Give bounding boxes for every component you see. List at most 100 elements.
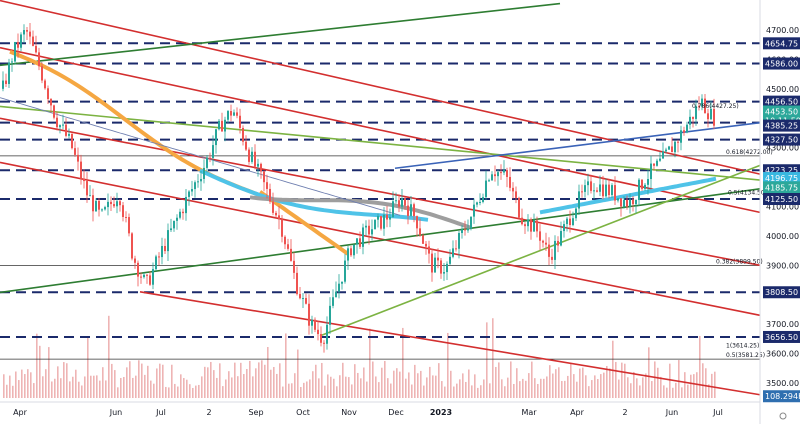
candle-body bbox=[569, 218, 571, 226]
volume-bar bbox=[357, 372, 359, 398]
candle-body bbox=[65, 124, 67, 136]
volume-bar bbox=[579, 368, 581, 398]
volume-bar bbox=[633, 371, 635, 398]
volume-bar bbox=[219, 363, 221, 398]
candle-body bbox=[134, 258, 136, 263]
volume-bar bbox=[621, 362, 623, 398]
volume-bar bbox=[183, 378, 185, 398]
candle-body bbox=[227, 111, 229, 120]
volume-bar bbox=[393, 370, 395, 398]
candle-body bbox=[95, 200, 97, 212]
candle-body bbox=[467, 228, 469, 231]
candle-body bbox=[41, 66, 43, 81]
volume-bar bbox=[375, 376, 377, 398]
candle-body bbox=[203, 167, 205, 180]
candle-body bbox=[32, 36, 34, 46]
y-tick-label: 4300.00 bbox=[766, 144, 799, 153]
volume-bar bbox=[603, 372, 605, 398]
candle-body bbox=[527, 219, 529, 227]
volume-bar bbox=[261, 360, 263, 398]
volume-bar bbox=[696, 372, 698, 398]
candle-body bbox=[641, 179, 643, 189]
volume-bar bbox=[360, 378, 362, 398]
volume-bar bbox=[288, 383, 290, 398]
volume-bar bbox=[648, 347, 650, 398]
candle-body bbox=[272, 201, 274, 213]
volume-bar bbox=[12, 385, 14, 398]
candle-body bbox=[245, 141, 247, 150]
candle-body bbox=[59, 125, 61, 128]
candle-body bbox=[53, 105, 55, 118]
volume-bar bbox=[363, 367, 365, 398]
volume-bar bbox=[243, 374, 245, 398]
candle-body bbox=[608, 184, 610, 196]
volume-bar bbox=[402, 327, 404, 398]
volume-bar bbox=[681, 387, 683, 398]
volume-bar bbox=[408, 372, 410, 398]
candle-body bbox=[674, 141, 676, 153]
trend-line bbox=[0, 2, 561, 67]
candle-body bbox=[44, 80, 46, 89]
volume-bar bbox=[657, 367, 659, 398]
volume-bar bbox=[321, 362, 323, 398]
volume-bar bbox=[75, 369, 77, 398]
volume-bar bbox=[591, 380, 593, 398]
candle-body bbox=[140, 276, 142, 278]
price-tag-label: 4456.50 bbox=[765, 98, 798, 107]
fib-annotation: 0.618(4272.00) bbox=[726, 149, 773, 156]
volume-bar bbox=[114, 370, 116, 398]
candle-body bbox=[479, 201, 481, 203]
volume-bar bbox=[255, 368, 257, 398]
candle-body bbox=[341, 281, 343, 284]
volume-bar bbox=[270, 369, 272, 398]
candle-body bbox=[143, 274, 145, 278]
candle-body bbox=[539, 231, 541, 241]
candle-body bbox=[494, 174, 496, 177]
volume-bar bbox=[699, 335, 701, 398]
candle-body bbox=[338, 283, 340, 292]
volume-bar bbox=[441, 381, 443, 398]
candle-body bbox=[257, 163, 259, 167]
volume-bar bbox=[528, 373, 530, 398]
candle-body bbox=[335, 291, 337, 298]
volume-bar bbox=[567, 375, 569, 398]
volume-bar bbox=[66, 363, 68, 398]
volume-bar bbox=[18, 380, 20, 398]
x-tick-label: 2 bbox=[622, 408, 627, 417]
candle-body bbox=[128, 217, 130, 234]
candle-body bbox=[149, 275, 151, 285]
candle-body bbox=[452, 248, 454, 257]
candle-body bbox=[596, 190, 598, 192]
candle-body bbox=[518, 197, 520, 218]
candle-body bbox=[344, 260, 346, 282]
candle-body bbox=[701, 98, 703, 107]
candle-body bbox=[707, 113, 709, 120]
candle-body bbox=[359, 238, 361, 247]
candle-body bbox=[575, 208, 577, 219]
volume-bar bbox=[162, 364, 164, 398]
candle-body bbox=[515, 191, 517, 198]
candle-body bbox=[398, 200, 400, 207]
candle-body bbox=[362, 227, 364, 247]
candle-body bbox=[395, 200, 397, 202]
volume-bar bbox=[504, 386, 506, 398]
candle-body bbox=[137, 262, 139, 277]
trend-line bbox=[0, 117, 761, 267]
candle-body bbox=[605, 184, 607, 197]
candle-body bbox=[176, 217, 178, 221]
candle-body bbox=[221, 120, 223, 132]
candle-body bbox=[23, 30, 25, 35]
volume-bar bbox=[612, 340, 614, 398]
price-tag: 3656.50 bbox=[763, 330, 800, 343]
volume-bar bbox=[399, 371, 401, 398]
candle-body bbox=[38, 52, 40, 67]
candle-body bbox=[275, 212, 277, 216]
candle-body bbox=[620, 198, 622, 207]
volume-bar bbox=[444, 386, 446, 398]
volume-bar bbox=[687, 384, 689, 398]
volume-bar bbox=[507, 377, 509, 398]
candle-body bbox=[506, 170, 508, 177]
trend-line bbox=[0, 0, 761, 175]
